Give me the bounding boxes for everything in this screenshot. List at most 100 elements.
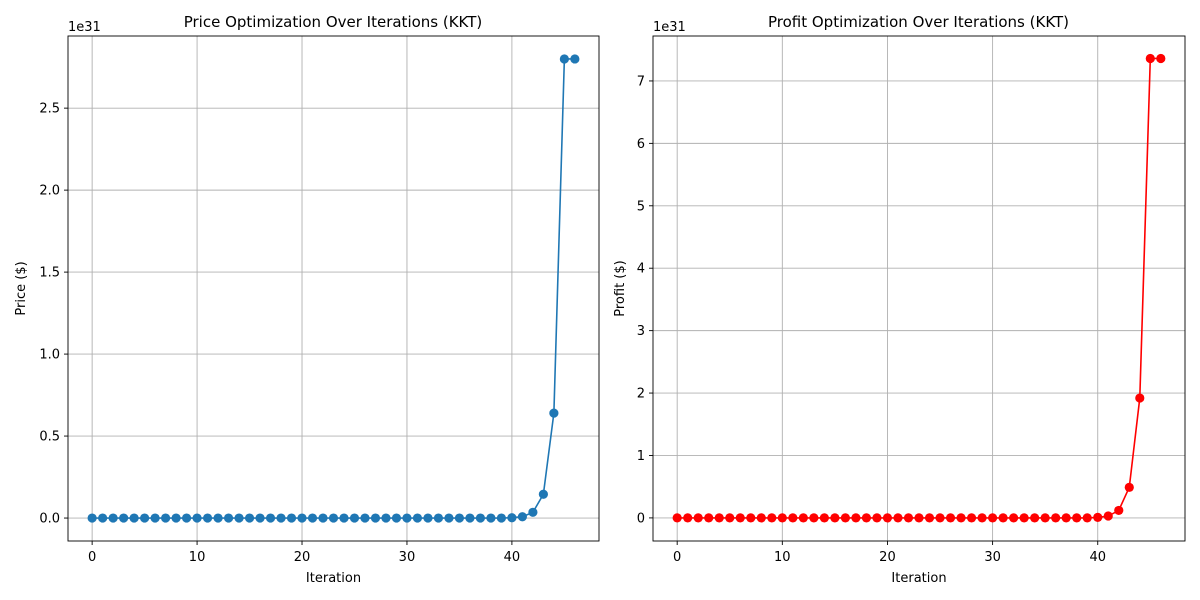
profit-data-point [987,513,998,523]
profit-data-point [956,513,966,523]
profit-data-point [882,513,893,523]
profit-data-point [966,513,977,523]
price-data-point [549,408,559,418]
profit-data-point [861,513,872,523]
price-data-point [570,54,580,64]
profit-ytick-label: 3 [637,324,645,339]
price-data-point [339,513,349,523]
profit-data-point [1093,512,1103,523]
price-ytick-label: 2.0 [39,184,60,199]
profit-ticks: 0 10 20 30 40 0 1 2 3 4 5 6 7 [637,74,1106,565]
profit-grid [653,36,1185,541]
price-data-point [255,513,265,523]
price-data-point [307,513,318,523]
profit-series [672,53,1166,523]
profit-data-point [840,513,851,523]
price-data-point [318,513,328,523]
price-data-point [423,513,433,523]
price-data-point [160,513,171,523]
profit-data-point [809,513,819,523]
price-chart-title: Price Optimization Over Iterations (KKT) [184,13,483,31]
price-data-point [119,513,129,523]
price-axes-frame [67,35,600,542]
profit-ytick-label: 5 [637,199,645,214]
profit-y-offset-label: 1e31 [653,20,686,35]
profit-data-point [872,513,882,523]
price-ytick-label: 2.5 [39,102,60,117]
price-xtick-label: 0 [88,550,96,565]
price-xtick-label: 20 [294,550,311,565]
profit-data-point [788,513,798,523]
price-data-point [349,513,360,523]
price-data-point [150,513,160,523]
profit-data-point [798,513,808,523]
profit-data-point [704,513,714,523]
price-xtick-label: 10 [189,550,206,565]
price-data-point [171,513,181,523]
profit-xtick-label: 30 [984,550,1001,565]
price-data-point [370,513,381,523]
price-data-point [381,513,391,523]
profit-xtick-label: 20 [879,550,896,565]
price-data-point [181,513,192,523]
price-data-point [507,513,517,523]
price-data-point [475,513,486,523]
price-data-point [538,489,548,499]
price-data-point [286,513,297,523]
profit-data-point [1030,513,1040,523]
price-data-point [391,513,402,523]
profit-data-point [756,513,766,523]
profit-data-point [1009,513,1019,523]
profit-ytick-label: 1 [637,449,645,464]
price-xtick-label: 30 [399,550,416,565]
profit-chart-title: Profit Optimization Over Iterations (KKT… [768,13,1069,31]
price-data-point [140,513,150,523]
profit-xtick-label: 10 [774,550,791,565]
profit-data-point [746,513,756,523]
profit-xtick-label: 0 [673,550,681,565]
price-x-axis-label: Iteration [306,571,361,586]
profit-axes-frame [652,35,1186,542]
price-data-point [559,54,569,64]
price-data-point [234,513,244,523]
profit-data-point [1135,393,1145,403]
price-y-offset-label: 1e31 [68,20,101,35]
profit-data-point [735,513,745,523]
price-y-axis-label: Price ($) [14,261,29,315]
price-data-point [328,513,339,523]
price-data-point [444,513,454,523]
profit-data-point [1051,513,1061,523]
price-data-point [244,513,255,523]
profit-series-line [677,57,1161,519]
profit-xtick-label: 40 [1089,550,1106,565]
price-data-point [129,513,139,523]
price-series [87,54,580,523]
profit-data-point [1082,513,1092,523]
price-series-line [92,58,575,519]
price-xtick-label: 40 [504,550,521,565]
profit-ytick-label: 6 [637,137,645,152]
profit-data-point [683,513,693,523]
price-ytick-label: 0.5 [39,430,60,445]
price-data-point [465,513,475,523]
profit-data-point [693,513,703,523]
profit-data-point [777,513,787,523]
price-data-point [192,513,202,523]
price-data-point [433,513,444,523]
profit-data-point [924,513,935,523]
profit-data-point [1114,505,1124,516]
profit-data-point [1124,482,1134,492]
price-data-point [517,512,527,522]
profit-data-point [851,513,861,523]
price-data-point [276,513,286,523]
profit-data-point [1103,511,1113,521]
profit-data-point [1061,513,1071,523]
price-grid [68,36,599,541]
profit-data-point [893,513,903,523]
price-data-point [202,513,213,523]
price-data-point [454,513,465,523]
price-data-point [98,513,108,523]
profit-data-point [1145,53,1155,64]
profit-data-point [1156,53,1166,64]
